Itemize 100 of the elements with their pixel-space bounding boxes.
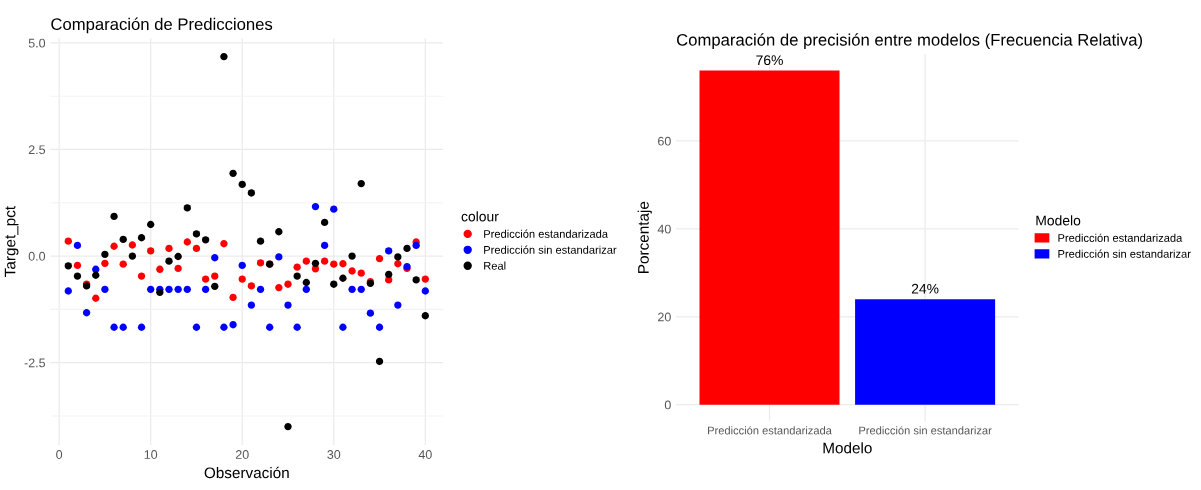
point [385,270,393,279]
point [357,179,365,188]
point [220,240,228,248]
point [339,323,347,331]
point [192,244,201,253]
x-tick-label: 30 [327,450,341,459]
legend-label: Predicción sin estandarizar [1058,249,1191,258]
point [211,272,219,280]
point [421,287,429,295]
point [284,422,292,431]
y-tick-label: 0.0 [28,251,46,261]
legend-label: Predicción sin estandarizar [484,245,617,254]
y-tick-label: 5.0 [28,38,46,48]
point [275,253,283,261]
point [137,323,146,331]
point [147,220,155,229]
point [211,282,219,291]
chart-title: Comparación de precisión entre modelos (Frecuencia Relativa) [677,33,1143,50]
point [137,234,146,242]
point [385,247,393,255]
point [147,247,155,255]
legend-label: Predicción estandarizada [484,229,609,238]
point [284,301,292,309]
point [357,285,365,293]
point [256,285,265,293]
y-tick-label: 0 [664,400,671,410]
point [165,257,173,265]
point [229,321,237,329]
point [330,280,338,288]
point [165,285,173,293]
point [183,238,191,246]
point [119,323,127,331]
x-tick-label: 10 [144,450,158,459]
point [238,275,246,283]
point [211,254,219,262]
point [311,259,320,267]
point [421,312,429,320]
point [174,252,182,261]
point [110,212,118,221]
point [375,323,384,331]
point [320,218,329,227]
point [266,323,274,331]
point [330,260,338,268]
chart-title: Comparación de Predicciones [51,17,273,34]
point [201,275,210,283]
point [73,241,82,250]
point [101,259,109,267]
x-tick-label: 40 [418,450,432,459]
point [73,261,82,270]
point [119,260,127,268]
point [412,241,420,250]
point [238,261,246,270]
point [284,280,292,288]
y-tick-label: -2.5 [24,358,46,368]
point [64,237,72,245]
point [348,252,356,260]
point [220,52,228,61]
point [174,264,182,273]
y-tick-label: 60 [658,136,671,146]
point [320,241,329,250]
x-tick-label: 20 [235,450,249,459]
point [92,294,100,302]
point [73,272,82,280]
point [165,244,173,253]
point [394,253,402,261]
point [101,250,109,259]
point [64,262,72,270]
point [293,263,301,271]
point [421,275,429,283]
point [82,309,91,317]
y-tick-label: 20 [658,312,671,322]
point [92,265,100,273]
point [247,282,256,290]
point [183,204,191,212]
point [256,259,265,267]
point [137,272,146,280]
point [101,285,109,293]
point [375,254,384,263]
point [220,323,228,331]
point [201,285,210,293]
point [348,285,356,293]
legend-label: Predicción estandarizada [1058,233,1183,242]
point [275,283,283,292]
legend-title: Modelo [1036,215,1081,226]
point [128,252,137,260]
point [348,267,356,275]
data-label: 24% [911,283,939,294]
x-axis-title: Modelo [823,442,872,454]
point [293,272,301,280]
point [156,265,164,273]
point [394,301,402,309]
point [119,235,127,244]
point [275,228,283,236]
point [403,244,411,253]
point [293,323,301,331]
point [147,285,155,293]
point [174,285,182,293]
point [330,205,338,213]
y-axis-title: Porcentaje [637,201,652,273]
point [366,309,375,317]
